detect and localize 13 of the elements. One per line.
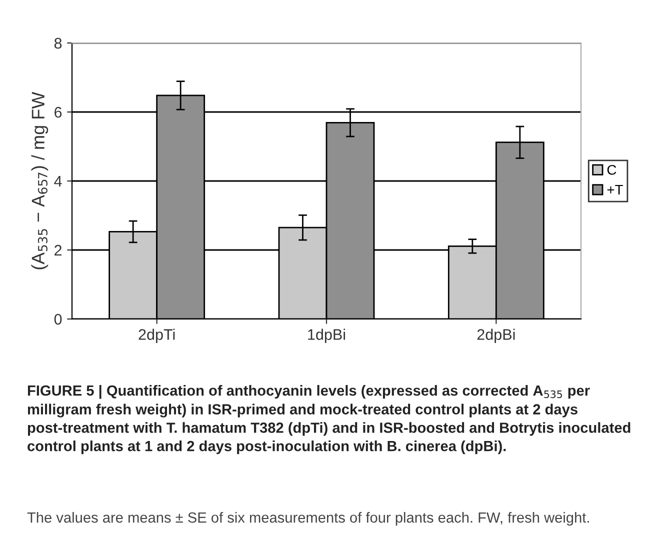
x-tick-label: 1dpBi xyxy=(308,328,346,343)
legend-label: C xyxy=(607,164,616,175)
x-tick-label: 2dpBi xyxy=(477,328,515,343)
y-tick-label: 6 xyxy=(54,106,62,118)
x-tick-label: 2dpTi xyxy=(138,328,175,343)
legend-label: +T xyxy=(607,184,623,195)
y-tick-label: 4 xyxy=(54,176,62,187)
y-tick-label: 0 xyxy=(54,314,62,325)
y-tick-label: 8 xyxy=(54,38,62,49)
y-axis-title: (A$_{535}$ − A$_{657}$) / mg FW xyxy=(31,92,48,270)
y-tick-label: 2 xyxy=(54,244,62,256)
text: The values are means ± SE of six measurements of four plants each. FW, fresh weight. xyxy=(27,512,589,526)
caption: FIGURE 5 | Quantification of anthocyanin levels (expressed as corrected A$_{535}$ per milligram fresh weight) in ISR-primed and mock-treated control plants at 2 days post-treatment with T. hamatum T382 (dpTi) and in ISR-boosted and Botrytis inoculated control plants at 1 and 2 days post-inoculation with B. cinerea (dpBi). xyxy=(28,385,630,454)
